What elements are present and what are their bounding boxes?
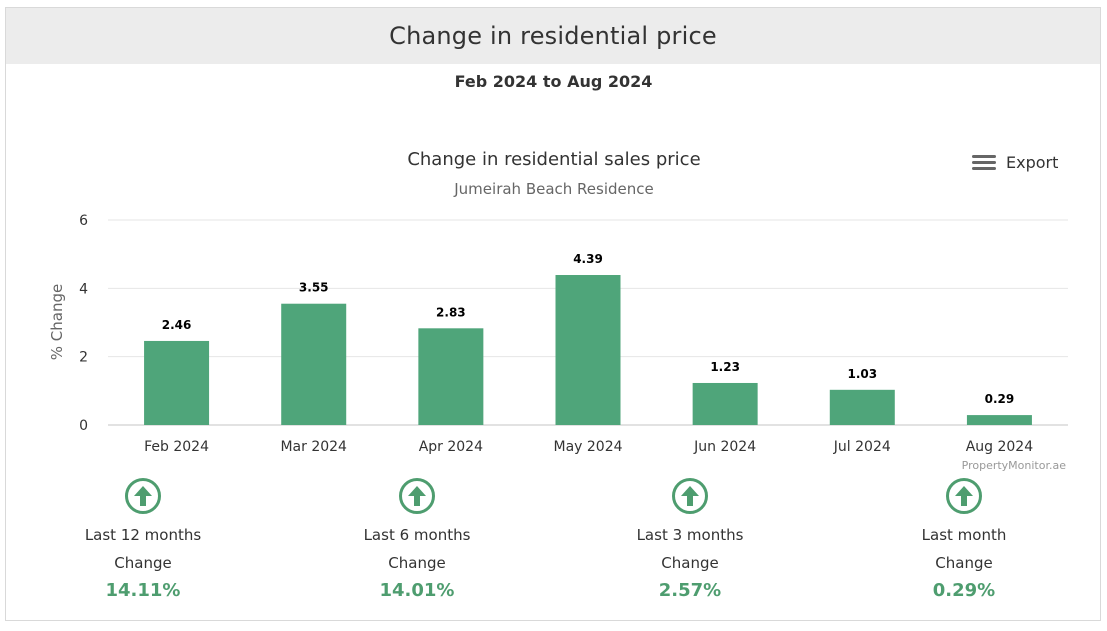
stat-change-value: 0.29% bbox=[932, 580, 996, 601]
stat-card: Last month Change 0.29% bbox=[854, 478, 1074, 601]
stat-period: Last month bbox=[921, 526, 1007, 544]
arrow-up-circle-icon bbox=[672, 478, 708, 514]
data-label: 2.46 bbox=[162, 318, 192, 332]
data-label: 3.55 bbox=[299, 281, 329, 295]
x-tick-label: Aug 2024 bbox=[966, 439, 1034, 455]
stat-card: Last 3 months Change 2.57% bbox=[580, 478, 800, 601]
chart-subtitle: Jumeirah Beach Residence bbox=[453, 180, 654, 198]
stat-change-label: Change bbox=[661, 554, 719, 572]
stat-card: Last 6 months Change 14.01% bbox=[307, 478, 527, 601]
price-panel: Change in residential price bbox=[5, 7, 1101, 621]
menu-icon bbox=[972, 152, 996, 173]
data-label: 1.23 bbox=[710, 360, 740, 374]
stat-period: Last 3 months bbox=[636, 526, 744, 544]
stat-change-label: Change bbox=[114, 554, 172, 572]
bar-aug-2024[interactable] bbox=[966, 415, 1032, 425]
stat-period: Last 6 months bbox=[363, 526, 471, 544]
x-tick-label: Feb 2024 bbox=[144, 439, 209, 455]
y-tick-label: 2 bbox=[79, 350, 88, 366]
stat-period: Last 12 months bbox=[84, 526, 202, 544]
arrow-up-circle-icon bbox=[125, 478, 161, 514]
stat-card: Last 12 months Change 14.11% bbox=[33, 478, 253, 601]
bar-apr-2024[interactable] bbox=[418, 328, 484, 425]
data-label: 1.03 bbox=[847, 367, 877, 381]
export-label: Export bbox=[1006, 153, 1059, 172]
x-tick-label: Mar 2024 bbox=[280, 439, 347, 455]
bar-mar-2024[interactable] bbox=[281, 303, 347, 425]
data-label: 2.83 bbox=[436, 305, 466, 319]
x-tick-label: Apr 2024 bbox=[419, 439, 483, 455]
data-label: 0.29 bbox=[985, 392, 1015, 406]
bar-jun-2024[interactable] bbox=[692, 382, 758, 425]
data-label: 4.39 bbox=[573, 252, 603, 266]
stat-change-label: Change bbox=[935, 554, 993, 572]
stat-change-value: 14.11% bbox=[105, 580, 181, 601]
x-tick-label: Jul 2024 bbox=[833, 439, 891, 455]
chart-title: Change in residential sales price bbox=[407, 149, 700, 170]
panel-title: Change in residential price bbox=[6, 8, 1100, 64]
y-tick-label: 0 bbox=[79, 418, 88, 434]
y-tick-label: 6 bbox=[79, 213, 88, 229]
bar-feb-2024[interactable] bbox=[144, 340, 210, 425]
x-tick-label: Jun 2024 bbox=[693, 439, 756, 455]
stat-change-value: 2.57% bbox=[658, 580, 722, 601]
stat-change-value: 14.01% bbox=[379, 580, 455, 601]
panel-title-text: Change in residential price bbox=[389, 22, 717, 50]
chart-credit[interactable]: PropertyMonitor.ae bbox=[962, 459, 1067, 472]
x-tick-label: May 2024 bbox=[553, 439, 622, 455]
export-button[interactable]: Export bbox=[972, 152, 1058, 173]
y-tick-label: 4 bbox=[79, 281, 88, 297]
y-axis-title: % Change bbox=[48, 284, 66, 360]
arrow-up-circle-icon bbox=[399, 478, 435, 514]
bar-may-2024[interactable] bbox=[555, 275, 621, 425]
period-label: Feb 2024 to Aug 2024 bbox=[454, 72, 653, 91]
bar-jul-2024[interactable] bbox=[829, 389, 895, 425]
arrow-up-circle-icon bbox=[946, 478, 982, 514]
stat-change-label: Change bbox=[388, 554, 446, 572]
